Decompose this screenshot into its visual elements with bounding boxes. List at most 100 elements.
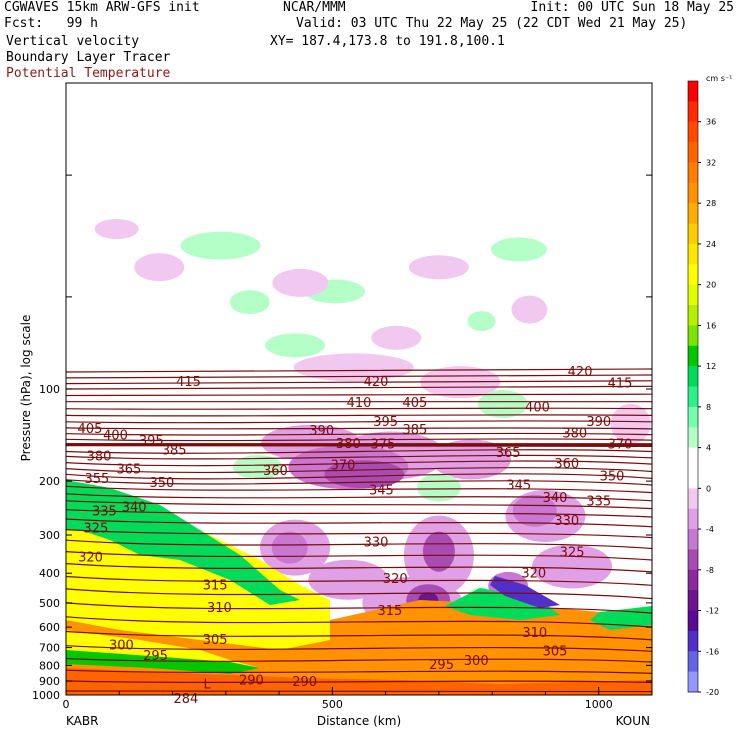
theta-line-37: [66, 680, 652, 684]
colorbar-swatch-24: [688, 569, 698, 591]
theta-label-15: 305: [203, 633, 228, 648]
colorbar-unit: cm s⁻¹: [706, 74, 732, 83]
colorbar-label-14: -20: [706, 688, 719, 697]
theta-line-23: [66, 509, 652, 518]
theta-line-36: [66, 669, 652, 674]
colorbar-swatch-28: [688, 651, 698, 673]
theta-label-6: 365: [116, 462, 141, 477]
theta-label-44: 345: [506, 479, 531, 494]
theta-label-12: 320: [78, 550, 103, 565]
colorbar-frame: [687, 80, 699, 693]
theta-line-29: [66, 575, 652, 586]
theta-label-16: 300: [109, 639, 134, 654]
theta-label-14: 310: [207, 601, 232, 616]
theta-label-48: 370: [608, 438, 633, 453]
field-boundary-layer-tracer: Boundary Layer Tracer: [6, 50, 171, 65]
theta-label-52: 415: [608, 377, 633, 392]
theta-label-7: 355: [84, 472, 109, 487]
colorbar: 36 32 28 24 20 16 12 8 4 0 -4 -8 -12 -16 -20: [687, 80, 719, 697]
theta-line-4: [66, 393, 652, 397]
theta-line-38: [66, 690, 652, 693]
colorbar-swatch-26: [688, 610, 698, 632]
theta-label-17: 295: [143, 649, 168, 664]
y-tick-label-6: 700: [39, 642, 60, 655]
theta-label-18: 290: [239, 673, 264, 688]
center-label: NCAR/MMM: [283, 0, 346, 15]
init-time: Init: 00 UTC Sun 18 May 25: [530, 0, 735, 15]
x-left-endpoint: KABR: [66, 714, 98, 728]
theta-label-21: 360: [263, 464, 288, 479]
y-tick-label-9: 1000: [32, 689, 60, 702]
colorbar-swatch-2: [688, 121, 698, 143]
theta-line-24: [66, 518, 652, 528]
theta-line-13: [66, 443, 652, 447]
colorbar-swatch-21: [688, 508, 698, 530]
theta-line-10: [66, 432, 652, 436]
colorbar-swatch-1: [688, 101, 698, 123]
theta-label-24: 380: [336, 437, 361, 452]
colorbar-label-8: 4: [706, 444, 711, 453]
colorbar-swatch-0: [688, 81, 698, 102]
theta-label-31: 345: [369, 484, 394, 499]
theta-label-38: 305: [543, 645, 568, 660]
theta-line-28: [66, 563, 652, 573]
colorbar-swatch-27: [688, 630, 698, 652]
colorbar-swatch-14: [688, 366, 698, 387]
colorbar-label-12: -12: [706, 607, 719, 616]
w-shade-10: [371, 325, 422, 350]
field-potential-temperature: Potential Temperature: [6, 66, 171, 81]
theta-label-39: 320: [521, 567, 546, 582]
w-shade-11: [265, 333, 326, 358]
theta-line-27: [66, 551, 652, 561]
x-tick-label-0: 0: [63, 698, 70, 711]
colorbar-label-2: 28: [706, 199, 716, 208]
theta-line-14: [66, 449, 652, 454]
theta-label-37: 310: [522, 626, 547, 641]
colorbar-swatch-22: [688, 529, 698, 550]
w-shade-0: [94, 218, 139, 239]
theta-label-26: 410: [347, 396, 372, 411]
theta-label-8: 350: [149, 476, 174, 491]
theta-label-29: 405: [403, 396, 428, 411]
w-shade-8: [511, 295, 548, 324]
theta-label-28: 395: [373, 415, 398, 430]
y-axis-title: Pressure (hPa), log scale: [19, 315, 33, 462]
colorbar-label-7: 8: [706, 403, 711, 412]
theta-label-33: 320: [383, 572, 408, 587]
theta-label-27: 420: [364, 375, 389, 390]
colorbar-swatch-18: [688, 447, 698, 469]
theta-label-35: 295: [429, 658, 454, 673]
theta-line-26: [66, 539, 652, 550]
w-shade-19: [324, 460, 405, 489]
colorbar-swatch-29: [688, 671, 698, 693]
theta-label-45: 350: [600, 469, 625, 484]
field-vertical-velocity: Vertical velocity: [6, 34, 140, 49]
colorbar-swatch-7: [688, 223, 698, 245]
x-tick-label-1: 500: [322, 698, 343, 711]
theta-line-8: [66, 420, 652, 424]
colorbar-label-3: 24: [706, 240, 716, 249]
colorbar-label-9: 0: [706, 484, 711, 493]
theta-contours: [66, 368, 652, 693]
x-tick-label-2: 1000: [585, 698, 613, 711]
theta-label-30: 385: [403, 423, 428, 438]
theta-label-25: 375: [371, 438, 396, 453]
theta-label-43: 340: [543, 491, 568, 506]
w-shade-24: [512, 494, 557, 527]
y-tick-label-2: 300: [39, 529, 60, 542]
theta-line-18: [66, 473, 652, 480]
theta-line-1: [66, 374, 652, 379]
w-shade-26: [271, 531, 308, 564]
theta-label-49: 380: [562, 427, 587, 442]
theta-label-50: 390: [586, 415, 611, 430]
theta-line-17: [66, 467, 652, 474]
x-axis-title: Distance (km): [317, 714, 401, 728]
w-shade-32: [308, 559, 389, 600]
theta-line-20: [66, 485, 652, 494]
theta-label-9: 340: [122, 501, 147, 516]
valid-time: Valid: 03 UTC Thu 22 May 25 (22 CDT Wed …: [296, 16, 688, 31]
theta-label-51: 400: [525, 401, 550, 416]
bl-tracer-7: [490, 576, 560, 608]
